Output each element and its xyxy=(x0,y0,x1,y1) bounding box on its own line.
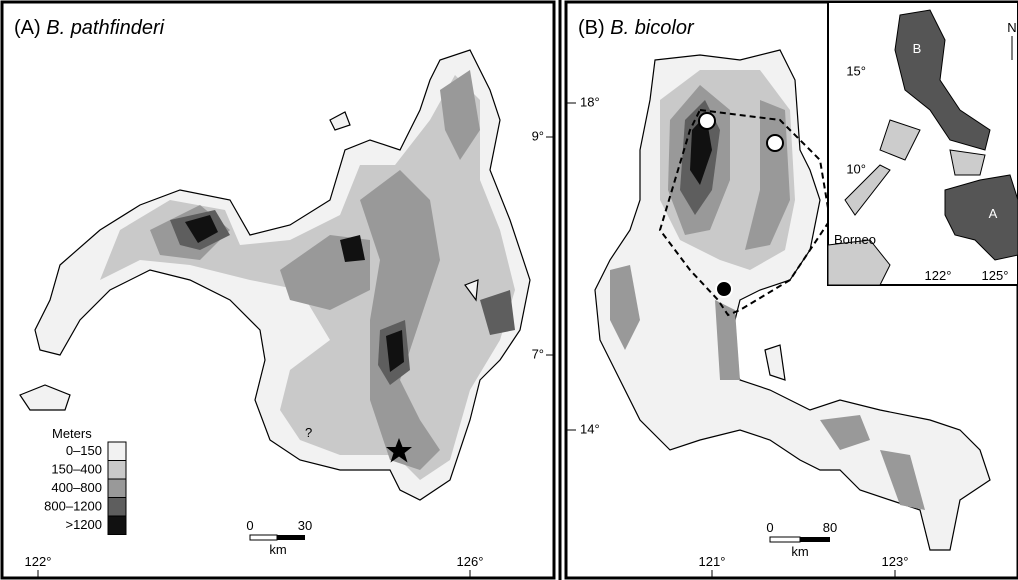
species-name: B. pathfinderi xyxy=(46,17,164,39)
inset-lon-label: 122° xyxy=(925,268,952,283)
panel-b: (B) B. bicolor 18° 14° 121° 123° 0 80 km… xyxy=(566,2,1018,578)
species-name: B. bicolor xyxy=(610,17,695,39)
scale-unit: km xyxy=(269,542,286,557)
locality xyxy=(699,113,715,129)
x-coord-label: 123° xyxy=(882,554,909,569)
north-arrow-label: N xyxy=(1007,20,1016,35)
scale-bar xyxy=(800,537,830,542)
y-coord-label: 9° xyxy=(532,128,544,143)
unknown-marker: ? xyxy=(305,425,312,440)
inset-lat-label: 10° xyxy=(846,161,866,176)
legend-title: Meters xyxy=(52,426,92,441)
scale-label: 80 xyxy=(823,520,837,535)
panel-a: ? (A) B. pathfinderi Meters 0–150 150–400… xyxy=(2,2,554,578)
region-label: B xyxy=(913,41,922,56)
island xyxy=(950,150,985,175)
scale-unit: km xyxy=(791,544,808,559)
x-coord-label: 126° xyxy=(457,554,484,569)
locality xyxy=(716,281,732,297)
legend-swatch xyxy=(108,461,126,480)
legend-swatch xyxy=(108,442,126,461)
inset-lat-label: 15° xyxy=(846,63,866,78)
borneo-label: Borneo xyxy=(834,232,876,247)
legend-swatch xyxy=(108,479,126,498)
legend-swatch xyxy=(108,516,126,535)
legend-label: 400–800 xyxy=(51,480,102,495)
region-label: A xyxy=(989,206,998,221)
panel-b-title: (B) B. bicolor xyxy=(578,17,695,39)
inset-lon-label: 125° xyxy=(982,268,1009,283)
scale-bar xyxy=(277,535,305,540)
x-coord-label: 121° xyxy=(699,554,726,569)
scale-bar xyxy=(770,537,800,542)
inset-map: 15° 10° 122° 125° B A Borneo N xyxy=(828,2,1018,285)
scale-label: 0 xyxy=(246,518,253,533)
figure: ? (A) B. pathfinderi Meters 0–150 150–400… xyxy=(0,0,1018,580)
legend-label: 800–1200 xyxy=(44,499,102,514)
legend-swatch xyxy=(108,498,126,517)
y-coord-label: 7° xyxy=(532,346,544,361)
scale-label: 0 xyxy=(766,520,773,535)
panel-label: (B) xyxy=(578,17,605,39)
y-coord-label: 18° xyxy=(580,94,600,109)
legend-label: >1200 xyxy=(65,517,102,532)
legend-label: 0–150 xyxy=(66,443,102,458)
panel-a-title: (A) B. pathfinderi xyxy=(14,17,165,39)
panel-label: (A) xyxy=(14,17,41,39)
y-coord-label: 14° xyxy=(580,421,600,436)
locality xyxy=(767,135,783,151)
scale-bar xyxy=(250,535,277,540)
legend-label: 150–400 xyxy=(51,462,102,477)
x-coord-label: 122° xyxy=(25,554,52,569)
scale-label: 30 xyxy=(298,518,312,533)
